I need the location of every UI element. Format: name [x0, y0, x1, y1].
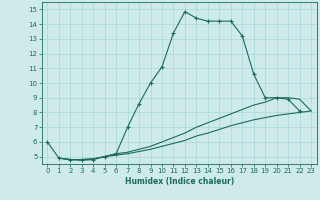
X-axis label: Humidex (Indice chaleur): Humidex (Indice chaleur): [124, 177, 234, 186]
